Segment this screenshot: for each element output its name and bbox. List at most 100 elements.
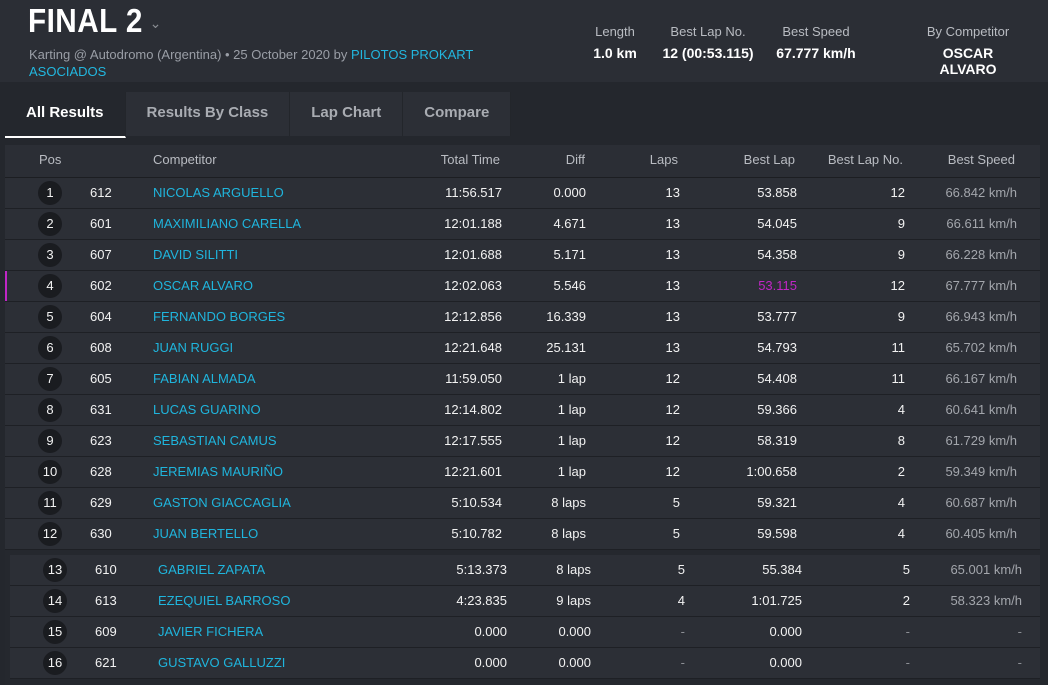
table-row[interactable]: 8 631 LUCAS GUARINO 12:14.802 1 lap 12 59.366 4… [5,395,1040,426]
total-time: 11:56.517 [445,185,502,200]
total-time: 11:59.050 [445,371,502,386]
column-header-total-time[interactable]: Total Time [440,152,500,167]
competitor-name[interactable]: DAVID SILITTI [153,247,238,262]
column-header-diff[interactable]: Diff [565,152,585,167]
competitor-name[interactable]: JUAN BERTELLO [153,526,259,541]
table-row[interactable]: 16 621 GUSTAVO GALLUZZI 0.000 0.000 - 0.000 - - [10,648,1040,679]
table-row[interactable]: 2 601 MAXIMILIANO CARELLA 12:01.188 4.671 13 5… [5,209,1040,240]
competitor-name[interactable]: GUSTAVO GALLUZZI [158,655,286,670]
stat-best-speed-value: 67.777 km/h [776,45,856,61]
organizer-link[interactable]: PILOTOS PROKART ASOCIADOS [29,47,474,79]
kart-number: 601 [90,216,112,231]
column-header-laps[interactable]: Laps [649,152,678,167]
table-row[interactable]: 11 629 GASTON GIACCAGLIA 5:10.534 8 laps 5 59.… [5,488,1040,519]
competitor-name[interactable]: FERNANDO BORGES [153,309,286,324]
tab-results-by-class[interactable]: Results By Class [125,92,291,136]
best-lap-no: 2 [897,464,905,479]
laps: - [680,655,685,670]
best-lap: 1:01.725 [751,593,802,608]
column-header-competitor[interactable]: Competitor [153,152,217,167]
diff: 8 laps [551,526,586,541]
best-speed: 67.777 km/h [945,278,1017,293]
best-lap: 54.358 [757,247,797,262]
competitor-name[interactable]: GASTON GIACCAGLIA [153,495,291,510]
column-header-best-lap-no[interactable]: Best Lap No. [827,152,903,167]
table-row[interactable]: 13 610 GABRIEL ZAPATA 5:13.373 8 laps 5 55.384… [10,555,1040,586]
stat-best-speed-label: Best Speed [782,24,850,39]
position-badge: 7 [38,367,62,391]
total-time: 12:01.188 [444,216,502,231]
competitor-name[interactable]: EZEQUIEL BARROSO [158,593,291,608]
tab-all-results[interactable]: All Results [5,92,126,138]
best-lap-no: 8 [897,433,905,448]
competitor-name[interactable]: OSCAR ALVARO [153,278,253,293]
column-header-best-speed[interactable]: Best Speed [947,152,1015,167]
stat-best-speed: Best Speed 67.777 km/h [770,24,862,61]
best-speed: 66.167 km/h [945,371,1017,386]
kart-number: 630 [90,526,112,541]
diff: 1 lap [557,464,586,479]
stat-by-competitor-label: By Competitor [926,24,1010,39]
total-time: 5:10.782 [451,526,502,541]
competitor-name[interactable]: LUCAS GUARINO [153,402,261,417]
competitor-name[interactable]: NICOLAS ARGUELLO [153,185,284,200]
diff: 1 lap [557,402,586,417]
competitor-name[interactable]: GABRIEL ZAPATA [158,562,266,577]
best-lap-no: 11 [891,371,906,386]
tab-lap-chart[interactable]: Lap Chart [290,92,404,136]
laps: 13 [665,185,680,200]
laps: 12 [665,371,680,386]
competitor-name[interactable]: FABIAN ALMADA [153,371,256,386]
table-row[interactable]: 7 605 FABIAN ALMADA 11:59.050 1 lap 12 54.408 1… [5,364,1040,395]
best-lap: 1:00.658 [746,464,797,479]
total-time: 12:02.063 [444,278,502,293]
chevron-down-icon[interactable]: ⌄ [149,14,162,31]
competitor-name[interactable]: SEBASTIAN CAMUS [153,433,277,448]
best-lap-no: - [905,624,910,639]
total-time: 5:13.373 [456,562,507,577]
session-title[interactable]: FINAL 2 [28,2,143,39]
laps: 13 [665,309,680,324]
position-badge: 14 [43,589,67,613]
best-lap: 54.045 [757,216,797,231]
tabs-spacer [511,92,1040,136]
table-row[interactable]: 14 613 EZEQUIEL BARROSO 4:23.835 9 laps 4 1:01… [10,586,1040,617]
diff: 9 laps [556,593,591,608]
table-row[interactable]: 4 602 OSCAR ALVARO 12:02.063 5.546 13 53.115 12… [5,271,1040,302]
position-badge: 3 [38,243,62,267]
tab-compare[interactable]: Compare [403,92,512,136]
table-row[interactable]: 15 609 JAVIER FICHERA 0.000 0.000 - 0.000 - - [10,617,1040,648]
diff: 1 lap [557,371,586,386]
total-time: 0.000 [474,624,507,639]
table-row[interactable]: 3 607 DAVID SILITTI 12:01.688 5.171 13 54.358 9… [5,240,1040,271]
table-row[interactable]: 10 628 JEREMIAS MAURIÑO 12:21.601 1 lap 12 1:0… [5,457,1040,488]
best-lap-no: 2 [902,593,910,608]
competitor-name[interactable]: JAVIER FICHERA [158,624,264,639]
laps: 4 [677,593,685,608]
kart-number: 607 [90,247,112,262]
column-header-pos[interactable]: Pos [39,152,62,167]
table-row[interactable]: 6 608 JUAN RUGGI 12:21.648 25.131 13 54.793 11 6… [5,333,1040,364]
competitor-name[interactable]: JEREMIAS MAURIÑO [153,464,284,479]
laps: 13 [665,216,680,231]
best-lap-no: - [905,655,910,670]
session-title-selector[interactable]: FINAL 2 ⌄ [28,2,161,40]
total-time: 0.000 [474,655,507,670]
kart-number: 608 [90,340,112,355]
table-row[interactable]: 1 612 NICOLAS ARGUELLO 11:56.517 0.000 13 53.8… [5,178,1040,209]
competitor-name[interactable]: MAXIMILIANO CARELLA [153,216,302,231]
column-header-best-lap[interactable]: Best Lap [743,152,795,167]
total-time: 5:10.534 [451,495,502,510]
kart-number: 604 [90,309,112,324]
competitor-name[interactable]: JUAN RUGGI [153,340,234,355]
kart-number: 629 [90,495,112,510]
table-row[interactable]: 12 630 JUAN BERTELLO 5:10.782 8 laps 5 59.598 4… [5,519,1040,550]
position-badge: 1 [38,181,62,205]
table-row[interactable]: 9 623 SEBASTIAN CAMUS 12:17.555 1 lap 12 58.31… [5,426,1040,457]
stat-best-lap-no: Best Lap No. 12 (00:53.115) [658,24,758,61]
best-lap-no: 4 [897,402,905,417]
laps: - [680,624,685,639]
diff: 0.000 [553,185,586,200]
table-row[interactable]: 5 604 FERNANDO BORGES 12:12.856 16.339 13 53.7… [5,302,1040,333]
best-lap: 58.319 [757,433,797,448]
